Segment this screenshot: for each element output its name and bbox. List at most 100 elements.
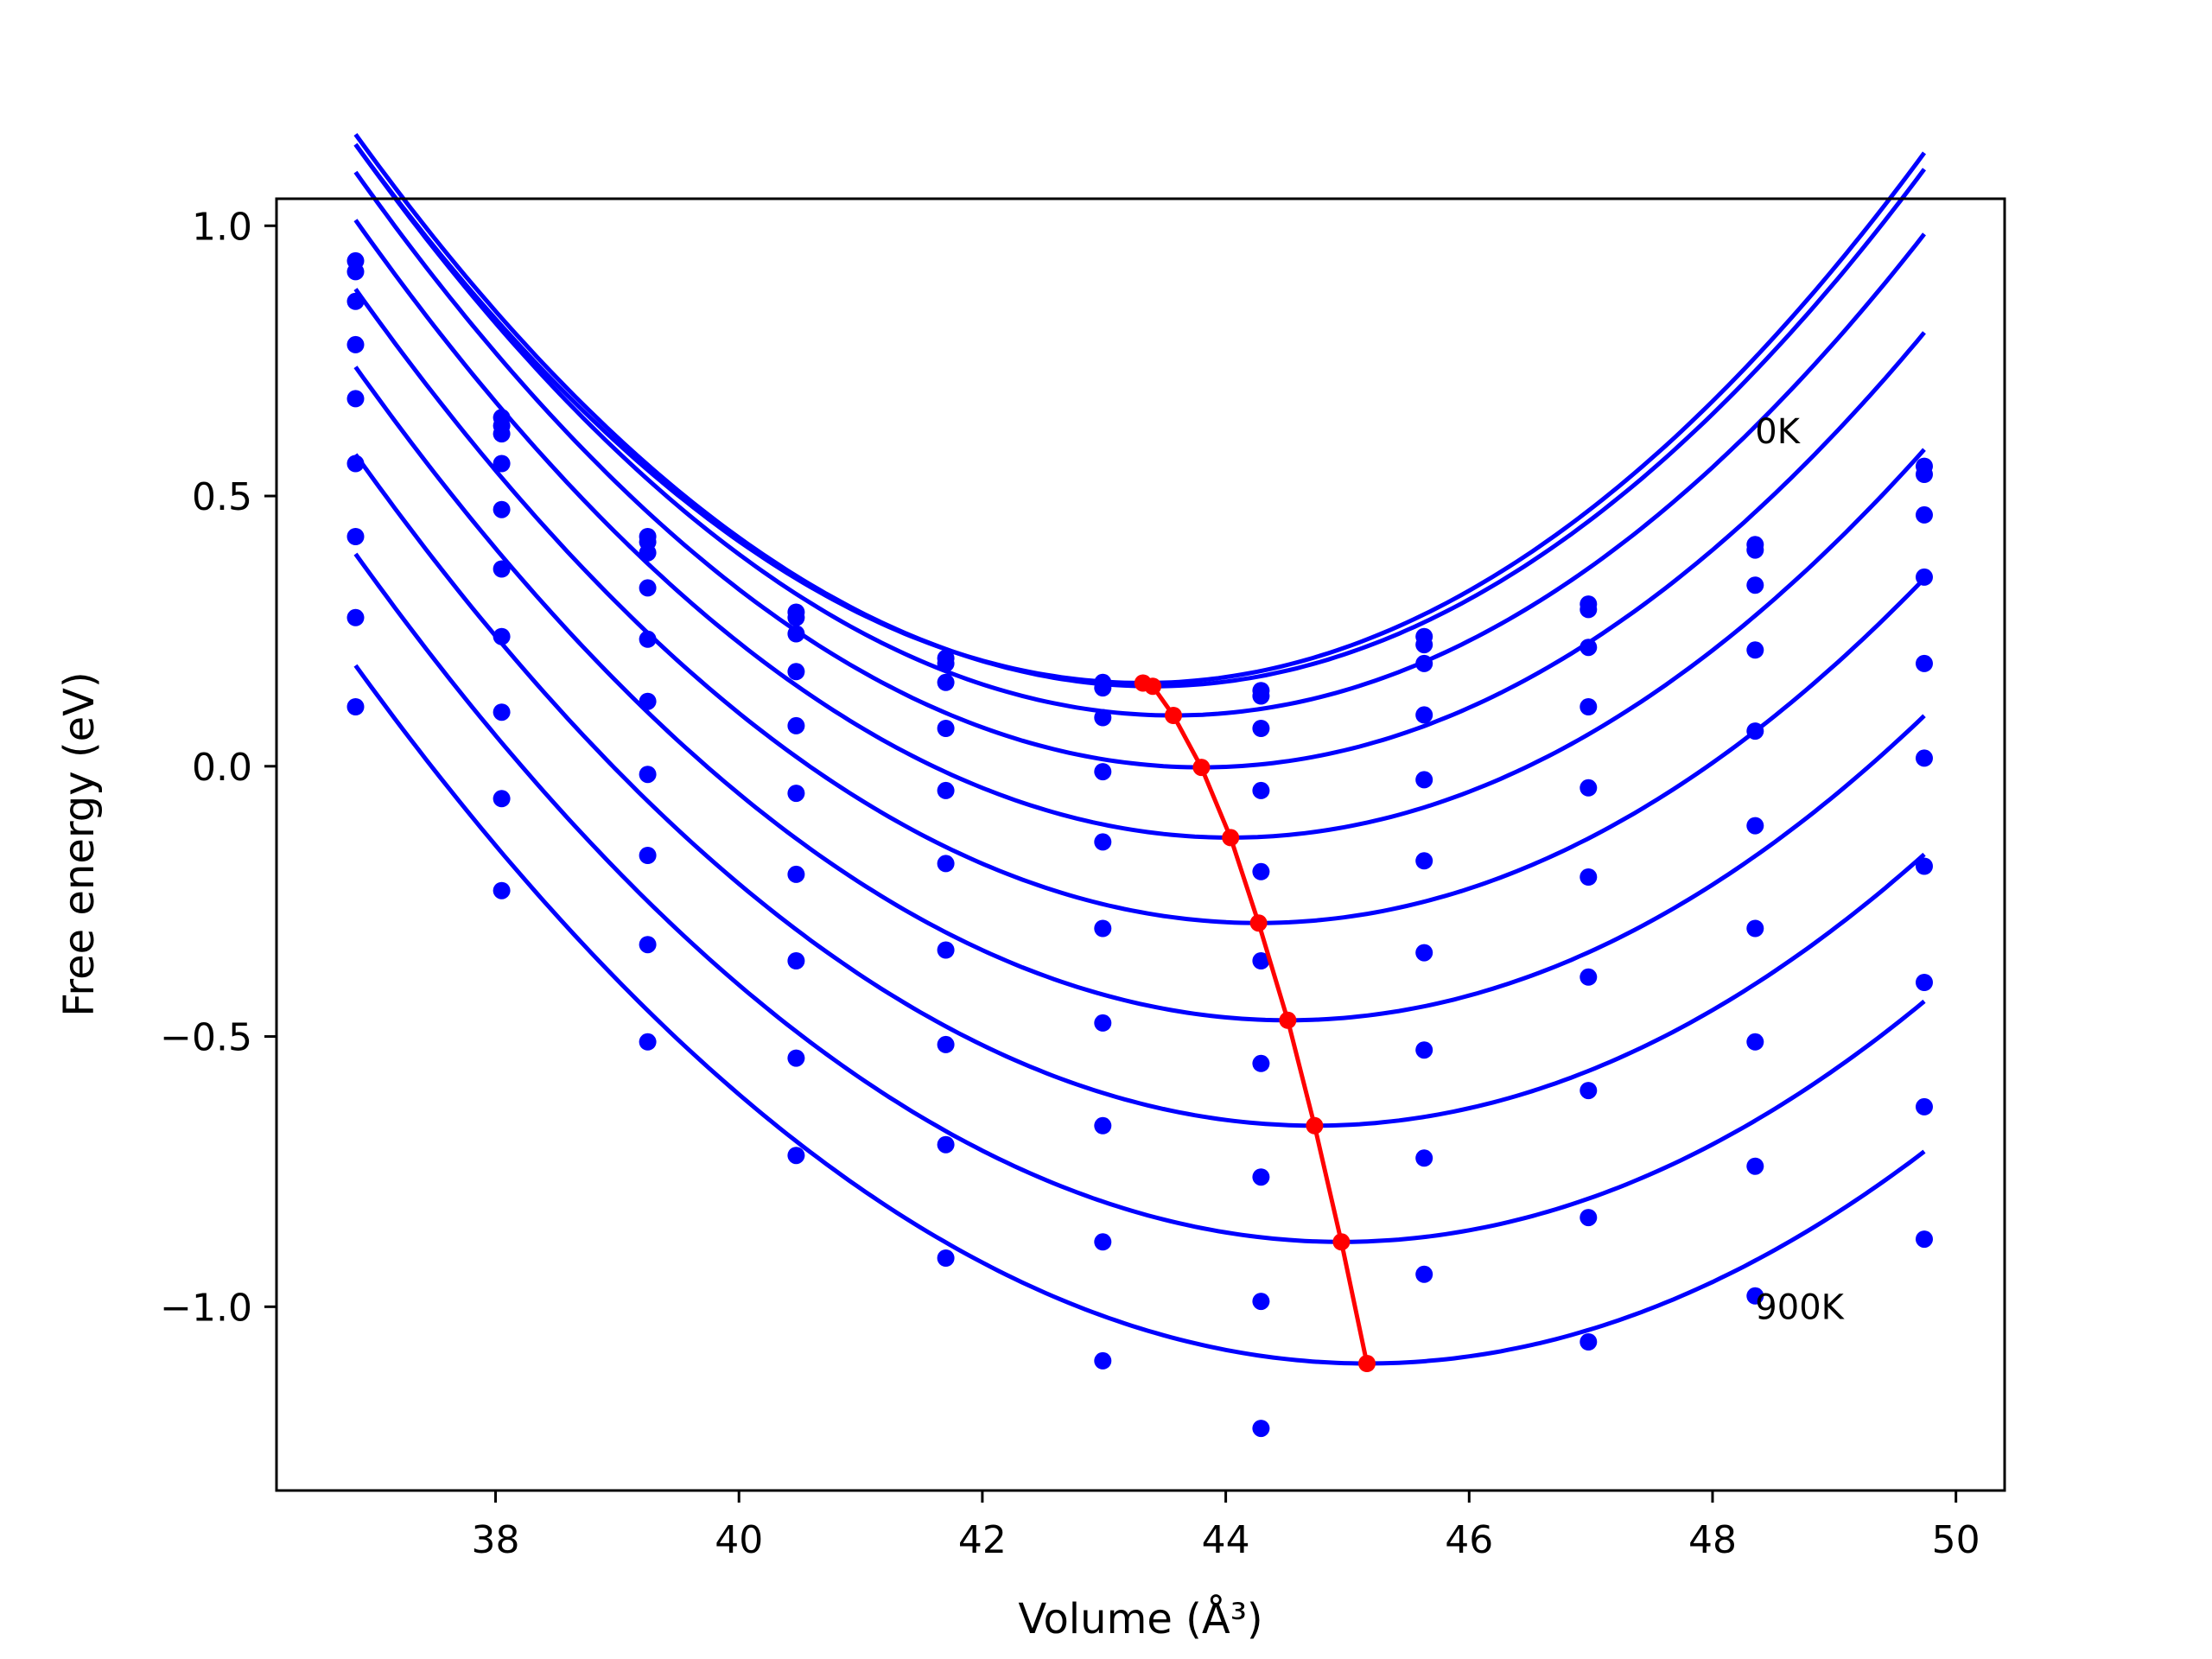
data-point xyxy=(1094,833,1112,851)
data-point xyxy=(937,781,955,799)
data-point xyxy=(1415,944,1433,962)
data-point xyxy=(1916,749,1933,767)
x-tick-label: 42 xyxy=(958,1518,1007,1562)
data-point xyxy=(346,528,365,545)
x-tick-label: 46 xyxy=(1445,1518,1493,1562)
fit-curve-8 xyxy=(353,552,1926,1244)
data-point xyxy=(787,625,805,643)
fit-curve-6 xyxy=(353,365,1926,1023)
data-point xyxy=(1580,698,1598,715)
y-tick-label: 1.0 xyxy=(192,205,252,249)
data-point xyxy=(1746,576,1764,594)
data-point xyxy=(1580,968,1598,986)
data-point xyxy=(937,1135,955,1154)
minimum-point xyxy=(1249,914,1268,932)
fit-curve-9 xyxy=(353,664,1926,1366)
data-point xyxy=(639,543,657,562)
minimum-point xyxy=(1144,677,1162,696)
data-point xyxy=(1580,1209,1598,1227)
data-point xyxy=(493,627,511,645)
data-point xyxy=(493,881,511,899)
x-tick-label: 40 xyxy=(715,1518,763,1562)
data-point xyxy=(1746,1033,1764,1051)
fit-curve-5 xyxy=(353,288,1926,925)
data-point xyxy=(1252,687,1270,705)
data-point xyxy=(787,663,805,681)
data-point xyxy=(1094,709,1112,727)
fit-curve-4 xyxy=(353,219,1926,840)
data-point xyxy=(1580,868,1598,886)
data-point xyxy=(1415,1265,1433,1283)
minimum-point xyxy=(1279,1011,1297,1029)
data-point xyxy=(937,1249,955,1267)
data-point xyxy=(787,952,805,969)
data-point xyxy=(1580,779,1598,797)
minimum-point xyxy=(1222,829,1240,847)
fit-curve-7 xyxy=(353,453,1926,1128)
data-point xyxy=(787,1049,805,1067)
minimum-point xyxy=(1306,1116,1324,1135)
data-point xyxy=(1252,1293,1270,1311)
data-point xyxy=(787,1147,805,1165)
data-point xyxy=(346,454,365,473)
data-point xyxy=(639,630,657,648)
data-point xyxy=(1252,781,1270,799)
y-axis-label: Free energy (eV) xyxy=(55,671,104,1016)
data-point xyxy=(1746,641,1764,659)
data-point xyxy=(1094,679,1112,697)
data-point xyxy=(787,785,805,803)
x-tick-label: 44 xyxy=(1202,1518,1250,1562)
minimum-path-line xyxy=(1142,681,1370,1364)
data-point xyxy=(1746,1157,1764,1175)
data-point xyxy=(1415,654,1433,672)
data-point xyxy=(1094,1014,1112,1032)
data-point xyxy=(1916,1097,1933,1116)
data-point xyxy=(1916,1230,1933,1249)
data-point xyxy=(937,855,955,873)
data-point xyxy=(1746,541,1764,559)
data-point xyxy=(1415,636,1433,654)
data-point xyxy=(1916,654,1933,672)
data-point xyxy=(1746,817,1764,835)
data-point xyxy=(1916,568,1933,586)
data-point xyxy=(937,673,955,691)
annotation-0k: 0K xyxy=(1755,412,1801,452)
data-point xyxy=(1415,771,1433,789)
data-point xyxy=(937,720,955,737)
data-point xyxy=(346,608,365,626)
data-point xyxy=(493,703,511,721)
data-point xyxy=(1746,722,1764,741)
data-point xyxy=(1746,919,1764,938)
data-point xyxy=(346,335,365,353)
y-tick-label: 0.5 xyxy=(192,475,252,519)
data-point xyxy=(1746,1287,1764,1305)
data-point xyxy=(493,454,511,473)
data-point xyxy=(1252,720,1270,737)
data-point xyxy=(1094,1116,1112,1135)
x-axis-label: Volume (Å³) xyxy=(1018,1594,1262,1643)
data-point xyxy=(1415,1149,1433,1167)
data-point xyxy=(937,654,955,672)
y-tick-label: −1.0 xyxy=(160,1286,252,1330)
data-point xyxy=(346,292,365,310)
annotation-900k: 900K xyxy=(1755,1287,1845,1327)
data-point xyxy=(1916,974,1933,991)
data-point xyxy=(1252,862,1270,880)
data-point xyxy=(639,579,657,597)
minimum-point xyxy=(1165,707,1182,724)
fit-curve-3 xyxy=(353,170,1926,770)
data-point xyxy=(1252,1168,1270,1186)
data-point xyxy=(1916,505,1933,524)
data-point xyxy=(1415,706,1433,724)
data-point xyxy=(493,790,511,808)
data-point xyxy=(937,1035,955,1053)
data-point xyxy=(639,847,657,864)
data-point xyxy=(1580,601,1598,619)
minimum-point xyxy=(1332,1233,1351,1251)
data-point xyxy=(1252,952,1270,969)
data-point xyxy=(639,766,657,784)
data-point xyxy=(1094,919,1112,938)
x-tick-label: 38 xyxy=(472,1518,520,1562)
x-tick-label: 50 xyxy=(1932,1518,1980,1562)
data-point xyxy=(1580,1333,1598,1351)
